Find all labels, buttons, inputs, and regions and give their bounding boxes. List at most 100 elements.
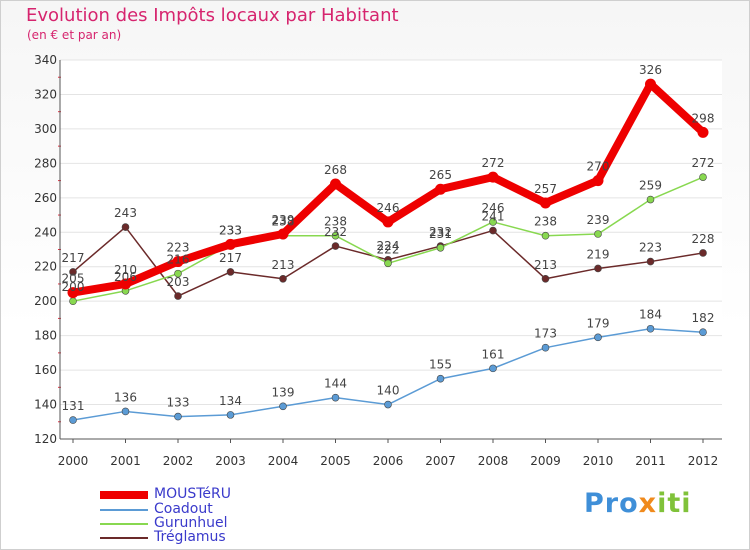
logo-text-pro: Pro bbox=[584, 488, 639, 519]
x-tick-label: 2000 bbox=[58, 454, 89, 468]
data-point bbox=[279, 274, 287, 283]
data-point bbox=[594, 333, 602, 342]
data-point bbox=[67, 287, 79, 299]
data-label: 272 bbox=[692, 156, 715, 170]
data-label: 224 bbox=[377, 239, 400, 253]
data-label: 239 bbox=[272, 213, 295, 227]
data-label: 257 bbox=[534, 182, 557, 196]
data-label: 238 bbox=[534, 215, 557, 229]
data-point bbox=[436, 243, 445, 252]
data-label: 232 bbox=[324, 225, 347, 239]
data-point bbox=[646, 324, 655, 333]
data-point bbox=[541, 231, 550, 240]
data-point bbox=[174, 292, 182, 300]
legend-label-mousteru: MOUSTéRU bbox=[154, 486, 231, 502]
data-point bbox=[382, 216, 394, 228]
data-point bbox=[384, 400, 392, 409]
data-point bbox=[541, 343, 550, 352]
y-tick-label: 300 bbox=[34, 122, 57, 136]
data-label: 243 bbox=[114, 206, 137, 220]
data-label: 228 bbox=[692, 232, 715, 246]
data-point bbox=[330, 178, 341, 190]
legend-swatch-coadout bbox=[100, 509, 148, 511]
y-tick-label: 160 bbox=[34, 363, 57, 377]
data-point bbox=[331, 393, 340, 402]
data-point bbox=[226, 268, 235, 276]
plot-area bbox=[60, 60, 722, 439]
data-label: 134 bbox=[219, 394, 242, 408]
data-point bbox=[331, 242, 340, 250]
data-point bbox=[594, 230, 602, 238]
data-point bbox=[697, 126, 709, 138]
data-point bbox=[174, 412, 182, 421]
y-tick-label: 220 bbox=[34, 260, 57, 274]
y-tick-label: 120 bbox=[34, 432, 57, 446]
data-label: 219 bbox=[587, 247, 610, 261]
data-point bbox=[592, 175, 604, 187]
chart-subtitle: (en € et par an) bbox=[27, 28, 122, 42]
data-label: 140 bbox=[377, 384, 400, 398]
legend-swatch-treglamus bbox=[100, 537, 148, 539]
data-point bbox=[121, 223, 130, 231]
y-tick-label: 240 bbox=[34, 225, 57, 239]
data-label: 131 bbox=[62, 399, 85, 413]
data-point bbox=[540, 197, 551, 209]
y-tick-label: 200 bbox=[34, 294, 57, 308]
data-label: 238 bbox=[324, 215, 347, 229]
x-tick-label: 2011 bbox=[635, 454, 666, 468]
data-label: 210 bbox=[114, 263, 137, 277]
data-label: 205 bbox=[62, 272, 85, 286]
data-label: 213 bbox=[534, 258, 557, 272]
proxiti-logo: Proxiti bbox=[584, 488, 692, 519]
data-label: 233 bbox=[219, 223, 242, 237]
data-label: 217 bbox=[219, 251, 242, 265]
data-point bbox=[699, 249, 707, 257]
data-point bbox=[69, 416, 77, 424]
data-point bbox=[645, 78, 656, 90]
data-point bbox=[699, 173, 707, 181]
logo-text-iti: iti bbox=[657, 488, 692, 519]
x-tick-label: 2002 bbox=[163, 454, 194, 468]
data-label: 239 bbox=[587, 213, 610, 227]
data-point bbox=[225, 238, 236, 250]
y-tick-label: 260 bbox=[34, 191, 57, 205]
data-point bbox=[646, 195, 655, 204]
chart-title: Evolution des Impôts locaux par Habitant bbox=[26, 5, 399, 26]
data-label: 139 bbox=[272, 385, 295, 399]
data-label: 259 bbox=[639, 179, 662, 193]
data-label: 216 bbox=[167, 253, 190, 267]
x-tick-label: 2006 bbox=[373, 454, 404, 468]
y-tick-label: 280 bbox=[34, 156, 57, 170]
x-tick-label: 2001 bbox=[110, 454, 141, 468]
legend-label-coadout: Coadout bbox=[154, 501, 213, 517]
data-label: 223 bbox=[167, 241, 190, 255]
data-label: 233 bbox=[219, 223, 242, 237]
y-tick-label: 180 bbox=[34, 329, 57, 343]
data-point bbox=[489, 226, 497, 235]
x-tick-label: 2004 bbox=[268, 454, 299, 468]
data-point bbox=[541, 274, 550, 283]
legend-swatch-gurunhuel bbox=[100, 523, 148, 525]
x-tick-label: 2010 bbox=[583, 454, 614, 468]
y-tick-label: 140 bbox=[34, 398, 57, 412]
data-point bbox=[646, 257, 655, 266]
data-label: 184 bbox=[639, 308, 662, 322]
data-point bbox=[331, 231, 340, 240]
data-label: 246 bbox=[377, 201, 400, 215]
data-label: 223 bbox=[639, 241, 662, 255]
logo-text-x: x bbox=[638, 488, 658, 519]
data-point bbox=[594, 264, 602, 273]
data-point bbox=[277, 228, 289, 240]
y-tick-label: 340 bbox=[34, 53, 57, 67]
data-label: 222 bbox=[377, 242, 400, 256]
data-label: 182 bbox=[692, 311, 715, 325]
data-label: 200 bbox=[62, 280, 85, 294]
data-label: 217 bbox=[62, 251, 85, 265]
x-tick-label: 2012 bbox=[688, 454, 719, 468]
data-label: 326 bbox=[639, 63, 662, 77]
data-point bbox=[69, 297, 77, 305]
data-point bbox=[435, 183, 446, 195]
data-point bbox=[174, 269, 182, 278]
data-label: 298 bbox=[692, 111, 715, 125]
